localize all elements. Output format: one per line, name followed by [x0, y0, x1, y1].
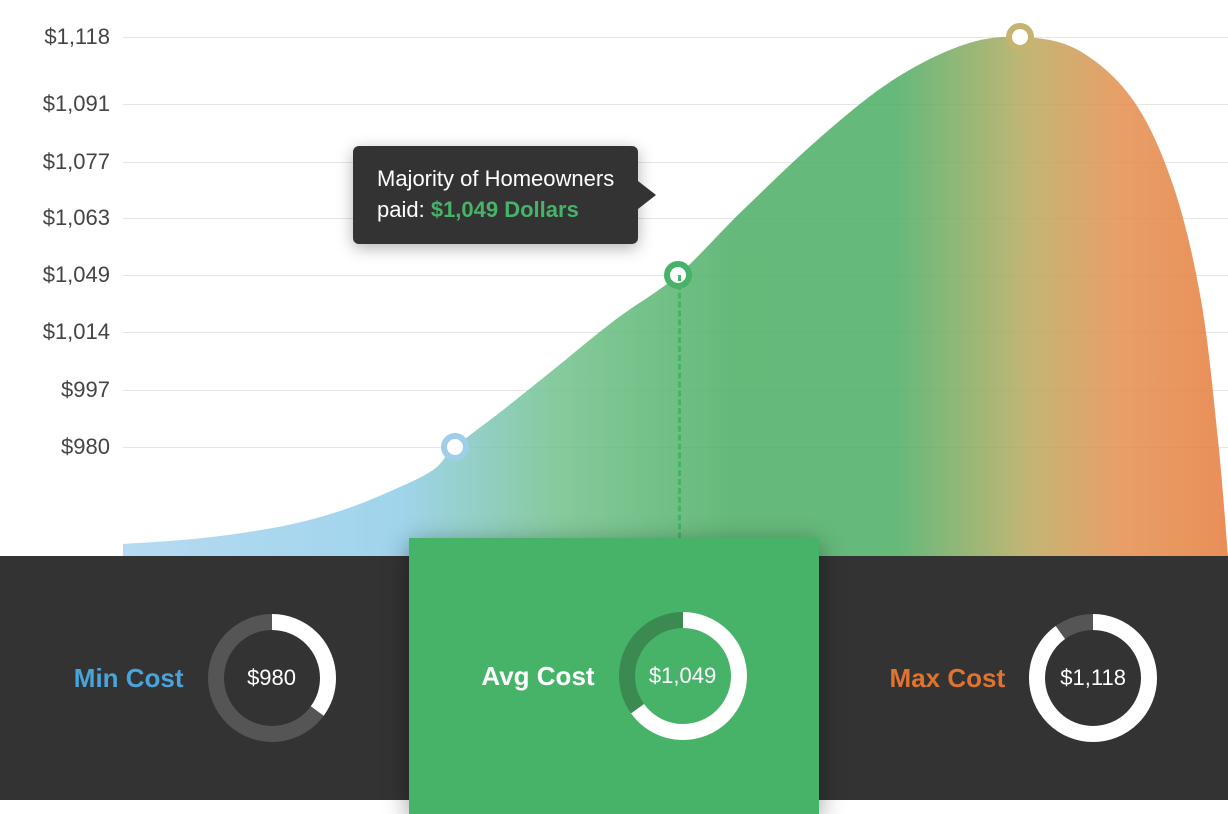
cost-value: $980 — [247, 665, 296, 691]
cost-distribution-chart: $1,118 $1,091 $1,077 $1,063 $1,049 $1,014 $997… — [0, 0, 1228, 800]
max-marker — [1006, 23, 1034, 51]
max-cost-card: Max Cost $1,118 — [819, 556, 1228, 800]
tooltip-prefix: paid: — [377, 197, 431, 222]
cost-summary-panel: Min Cost $980 Avg Cost $1,049 Max Cost $1,118 — [0, 556, 1228, 800]
cost-donut: $980 — [208, 614, 336, 742]
tooltip-line1: Majority of Homeowners — [377, 164, 614, 195]
y-axis-tick-label: $1,091 — [43, 91, 110, 117]
y-axis-tick-label: $997 — [61, 377, 110, 403]
y-axis-tick-label: $1,118 — [44, 24, 110, 50]
y-axis-tick-label: $980 — [61, 434, 110, 460]
min-marker — [441, 433, 469, 461]
y-axis-tick-label: $1,077 — [43, 149, 110, 175]
avg-tooltip: Majority of Homeowners paid: $1,049 Doll… — [353, 146, 638, 244]
cost-label: Avg Cost — [481, 661, 594, 692]
y-axis-tick-label: $1,049 — [43, 262, 110, 288]
cost-donut: $1,118 — [1029, 614, 1157, 742]
y-axis-tick-label: $1,063 — [43, 205, 110, 231]
cost-value: $1,118 — [1060, 665, 1126, 691]
tooltip-line2: paid: $1,049 Dollars — [377, 195, 614, 226]
chart-plot-area — [123, 0, 1228, 556]
cost-donut: $1,049 — [619, 612, 747, 740]
avg-dashed-line — [678, 275, 681, 556]
avg-cost-card: Avg Cost $1,049 — [409, 538, 818, 814]
y-axis-tick-label: $1,014 — [43, 319, 110, 345]
cost-value: $1,049 — [649, 663, 716, 689]
tooltip-highlight: $1,049 Dollars — [431, 197, 579, 222]
cost-label: Max Cost — [890, 663, 1006, 694]
min-cost-card: Min Cost $980 — [0, 556, 409, 800]
cost-label: Min Cost — [74, 663, 184, 694]
